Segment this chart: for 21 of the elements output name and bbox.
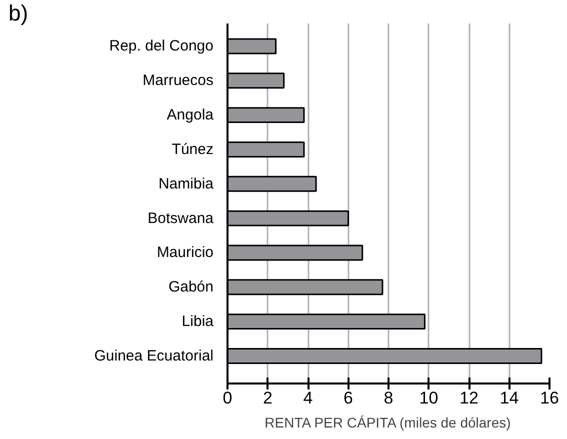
- x-tick-label: 16: [540, 388, 559, 408]
- y-tick-label: Rep. del Congo: [109, 38, 214, 55]
- y-tick-label: Gabón: [168, 278, 214, 296]
- y-tick-label: Namibia: [158, 175, 214, 192]
- x-tick-label: 10: [419, 388, 438, 408]
- y-tick-label: Túnez: [172, 140, 214, 158]
- x-tick-label: 8: [384, 388, 394, 408]
- y-tick-label: Libia: [182, 313, 214, 330]
- x-tick-label: 4: [303, 388, 313, 408]
- x-tick-label: 12: [460, 388, 478, 408]
- y-tick-label: Mauricio: [156, 244, 214, 262]
- x-tick-label: 6: [344, 388, 353, 408]
- x-tick-label: 14: [500, 388, 519, 408]
- y-tick-label: Botswana: [148, 210, 214, 227]
- x-tick-label: 0: [222, 388, 232, 408]
- x-axis-title: RENTA PER CÁPITA (miles de dólares): [264, 414, 511, 430]
- y-tick-label: Angola: [166, 106, 214, 124]
- x-tick-label: 2: [263, 388, 272, 408]
- y-tick-label: Marruecos: [142, 72, 214, 90]
- y-tick-label: Guinea Ecuatorial: [94, 347, 214, 364]
- text: b): [8, 0, 28, 26]
